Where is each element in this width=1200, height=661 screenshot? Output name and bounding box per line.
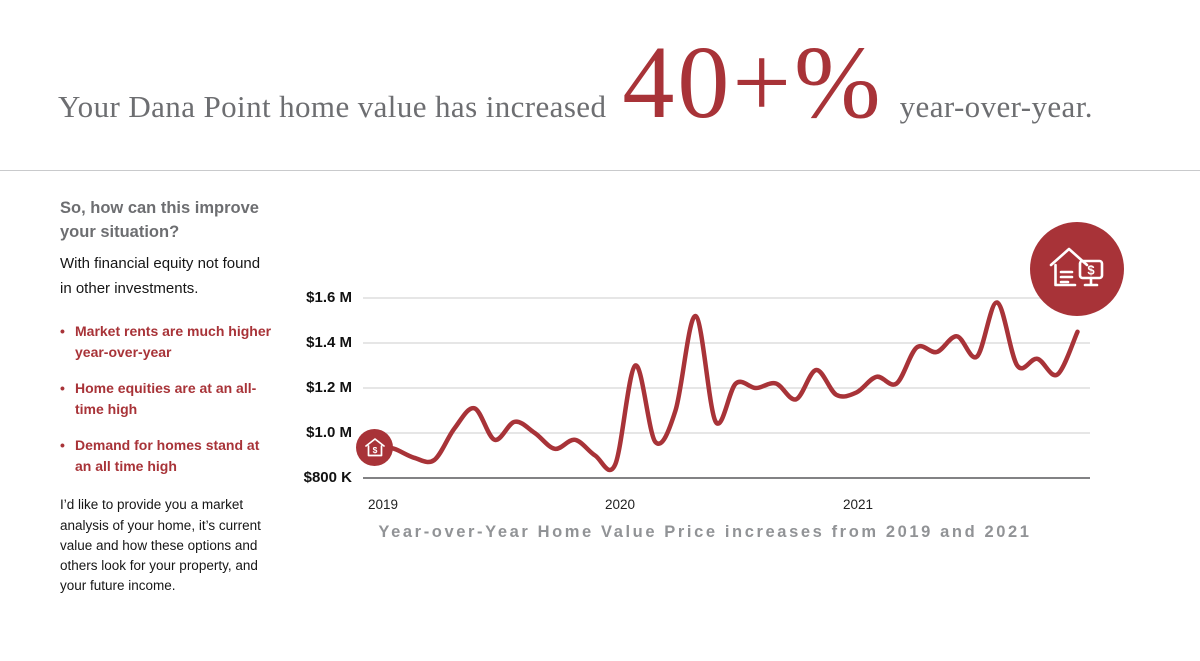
chart-caption: Year-over-Year Home Value Price increase…	[378, 523, 1032, 541]
y-axis-label: $1.6 M	[306, 289, 352, 306]
benefit-bullet-list: Market rents are much higher year-over-y…	[60, 321, 272, 477]
start-marker-badge: $	[356, 429, 393, 466]
home-value-chart	[363, 297, 1090, 479]
sidebar-subheading: With financial equity not found in other…	[60, 254, 261, 297]
x-axis-label: 2021	[842, 497, 874, 512]
chart-gridlines	[363, 297, 1090, 434]
sidebar-heading: So, how can this improve your situation?	[60, 199, 259, 241]
y-axis-label: $1.0 M	[306, 424, 352, 441]
header-divider	[0, 170, 1200, 171]
bullet-item: Demand for homes stand at an all time hi…	[60, 435, 272, 477]
y-axis-label: $800 K	[303, 469, 352, 486]
headline-highlight: 40+%	[622, 25, 884, 140]
y-axis-label: $1.4 M	[306, 334, 352, 351]
svg-text:$: $	[372, 445, 377, 455]
svg-text:$: $	[1087, 263, 1095, 278]
x-axis-label: 2019	[367, 497, 399, 512]
headline-prefix: Your Dana Point home value has increased	[58, 89, 607, 124]
sidebar: So, how can this improve your situation?…	[60, 197, 272, 597]
home-value-line	[371, 300, 1080, 473]
house-dollar-icon: $	[364, 438, 385, 457]
headline: Your Dana Point home value has increased…	[58, 25, 1178, 140]
y-axis-label: $1.2 M	[306, 379, 352, 396]
house-monitor-dollar-icon: $	[1049, 247, 1104, 287]
sidebar-paragraph: I’d like to provide you a market analysi…	[60, 497, 261, 594]
bullet-item: Market rents are much higher year-over-y…	[60, 321, 272, 363]
bullet-item: Home equities are at an all-time high	[60, 378, 272, 420]
headline-suffix: year-over-year.	[899, 89, 1093, 124]
x-axis-label: 2020	[604, 497, 636, 512]
endpoint-badge: $	[1030, 222, 1124, 316]
